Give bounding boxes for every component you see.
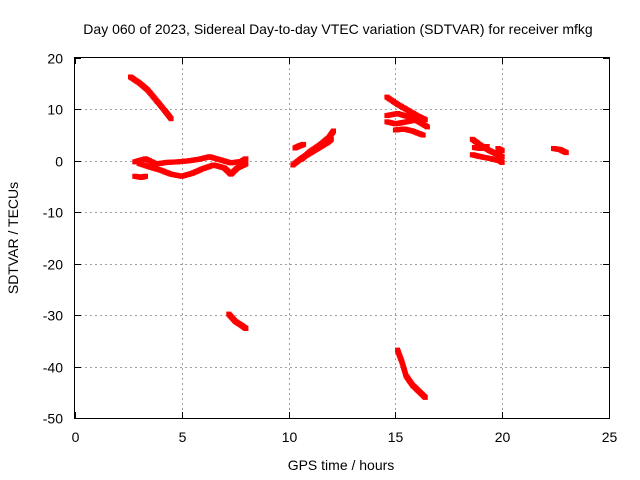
- series-arc-15: [495, 146, 505, 154]
- series-arc-06: [298, 128, 336, 162]
- x-axis-ticks: 0 5 10 15 20 25: [72, 58, 618, 445]
- y-axis-label: SDTVAR / TECUs: [5, 182, 21, 294]
- data-point: [422, 394, 428, 400]
- x-tick-label: 20: [495, 429, 511, 445]
- data-point: [420, 119, 426, 125]
- y-tick-label: -50: [43, 411, 63, 427]
- y-tick-label: 20: [47, 51, 63, 67]
- y-tick-label: 10: [47, 102, 63, 118]
- x-tick-label: 25: [602, 429, 618, 445]
- x-tick-label: 10: [282, 429, 298, 445]
- data-points: [128, 74, 569, 400]
- series-arc-03: [136, 160, 249, 179]
- data-point: [331, 128, 336, 134]
- chart-title: Day 060 of 2023, Sidereal Day-to-day VTE…: [83, 21, 592, 37]
- x-tick-label: 0: [72, 429, 80, 445]
- data-point: [243, 156, 249, 162]
- data-point: [420, 132, 426, 138]
- y-tick-label: -20: [43, 257, 63, 273]
- series-arc-11: [392, 126, 426, 138]
- data-point: [424, 124, 430, 130]
- series-arc-13: [469, 152, 505, 165]
- series-arc-16: [551, 146, 569, 156]
- x-tick-label: 5: [179, 429, 187, 445]
- data-point: [143, 173, 148, 179]
- series-arc-18: [395, 347, 428, 400]
- y-axis-ticks: -50 -40 -30 -20 -10 0 10 20: [43, 51, 609, 427]
- series-arc-07: [292, 141, 307, 151]
- data-point: [499, 154, 505, 160]
- data-point: [243, 161, 249, 167]
- series-arc-02: [132, 154, 249, 167]
- data-point: [499, 159, 505, 165]
- data-point: [563, 150, 569, 156]
- series-arc-01: [128, 74, 174, 122]
- series-arc-14: [471, 144, 490, 151]
- series-arc-08: [384, 94, 428, 123]
- y-tick-label: -40: [43, 360, 63, 376]
- gridlines: [75, 58, 609, 418]
- series-arc-17: [226, 311, 249, 331]
- data-point: [301, 141, 307, 147]
- series-arc-04: [132, 173, 148, 180]
- x-axis-label: GPS time / hours: [288, 457, 395, 473]
- y-tick-label: -10: [43, 205, 63, 221]
- data-point: [243, 326, 249, 331]
- y-tick-label: -30: [43, 308, 63, 324]
- data-point: [484, 144, 490, 149]
- series-arc-10: [384, 117, 426, 127]
- data-point: [168, 116, 174, 122]
- x-tick-label: 15: [388, 429, 404, 445]
- plot-frame: [74, 57, 610, 419]
- data-point: [499, 148, 505, 154]
- y-tick-label: 0: [55, 154, 63, 170]
